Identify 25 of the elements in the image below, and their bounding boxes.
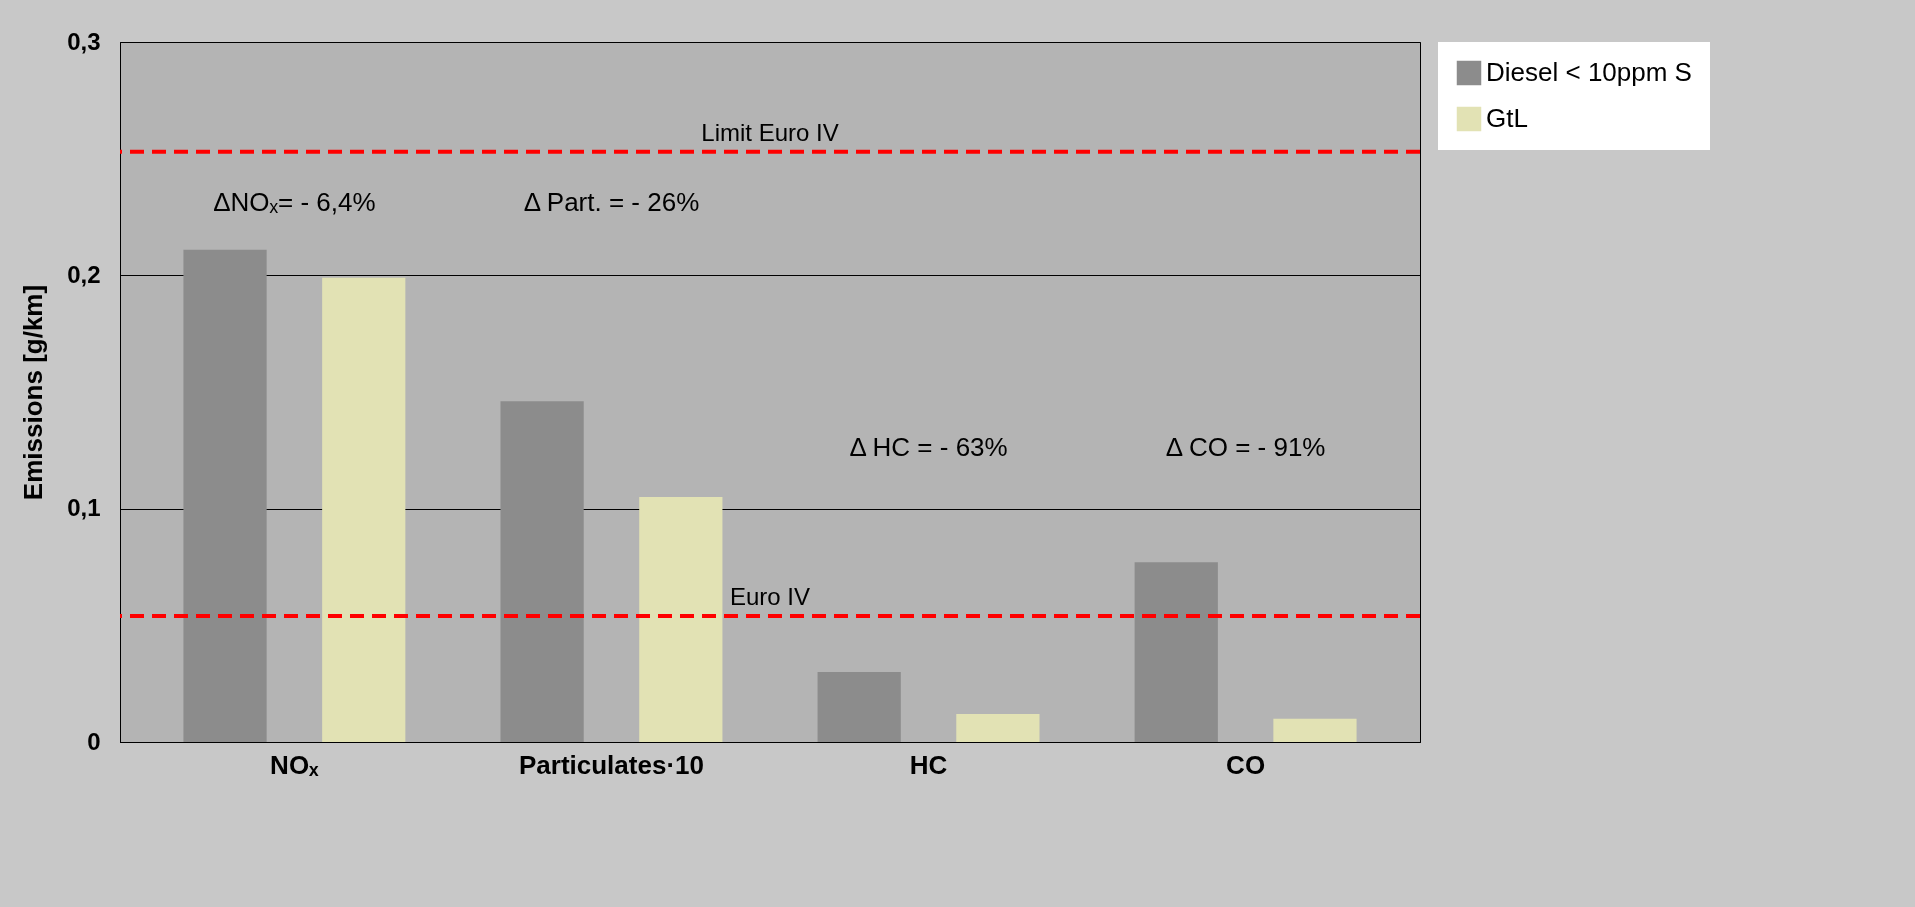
legend-label: Diesel < 10ppm S	[1486, 57, 1692, 87]
x-tick-label: NOₓ	[270, 749, 320, 780]
bar	[817, 672, 901, 742]
ref-line-label: Limit Euro IV	[701, 118, 839, 146]
x-tick-label: CO	[1226, 749, 1266, 780]
bar	[1134, 562, 1218, 742]
bar	[322, 277, 406, 742]
annotation: Δ CO = - 91%	[1165, 432, 1326, 462]
x-tick-label: Particulates·10	[518, 749, 704, 780]
ref-line-label: Euro IV	[729, 583, 811, 610]
y-tick-label: 0,1	[67, 494, 101, 522]
y-tick-label: 0,2	[67, 260, 101, 288]
y-axis-title: Emissions [g/km]	[18, 284, 49, 501]
bar	[500, 401, 584, 742]
annotation: Δ HC = - 63%	[849, 432, 1008, 462]
bar	[956, 714, 1040, 742]
y-tick-label: 0	[87, 727, 101, 755]
legend-label: GtL	[1486, 103, 1528, 133]
bar	[183, 249, 267, 742]
annotation: Δ Part. = - 26%	[523, 187, 700, 217]
bar	[639, 497, 723, 742]
bar	[1273, 718, 1357, 742]
x-tick-label: HC	[909, 749, 948, 780]
y-tick-label: 0,3	[67, 27, 101, 55]
annotation: ΔNOₓ= - 6,4%	[213, 187, 376, 217]
